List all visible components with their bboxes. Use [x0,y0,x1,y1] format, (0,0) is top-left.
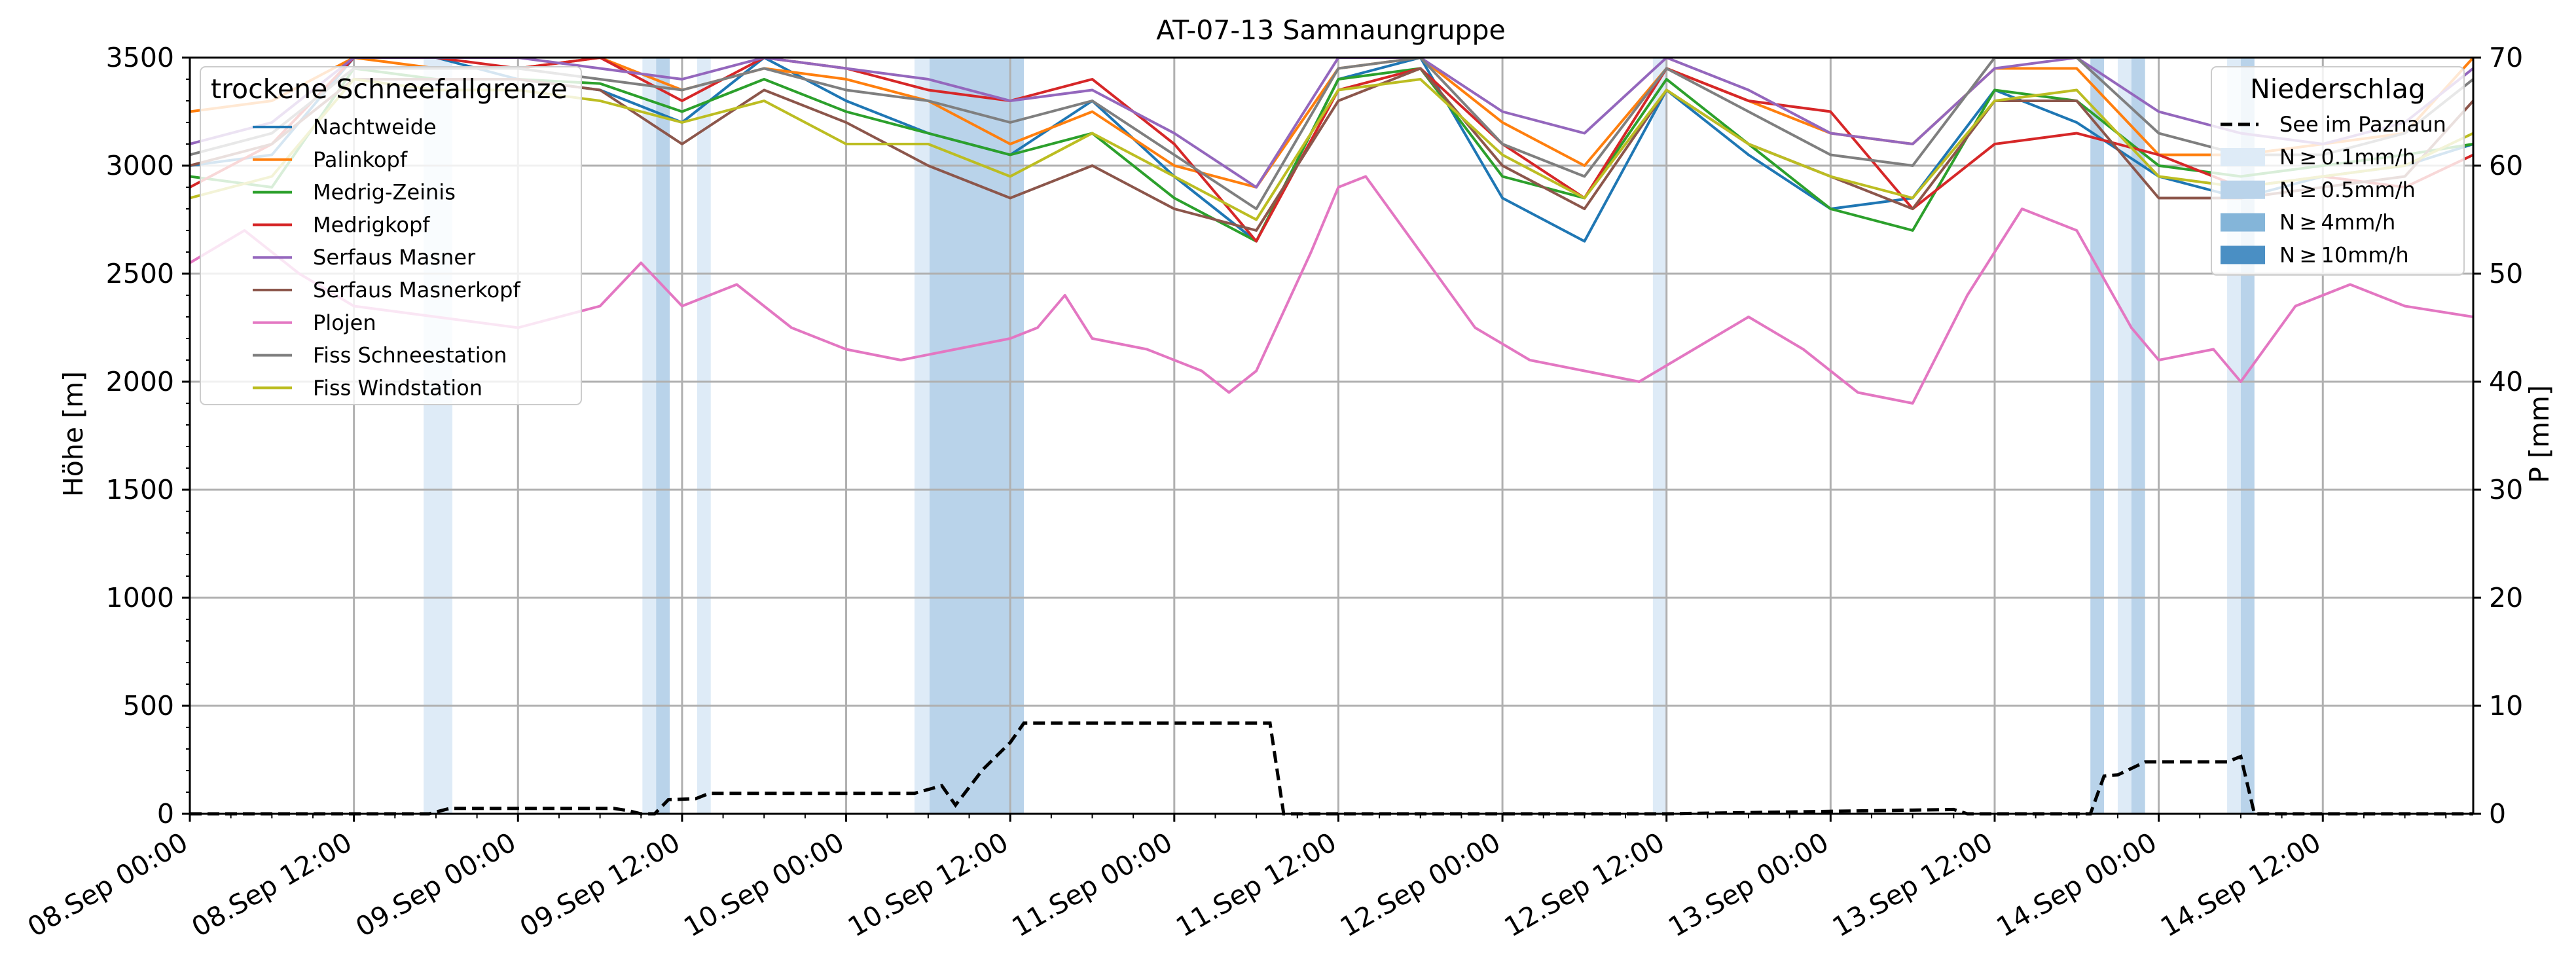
legend-precip-band-swatch-1 [2221,180,2265,199]
legend-precip-band-label-0: N ≥ 0.1mm/h [2279,145,2416,170]
y-right-tick-label-4: 40 [2489,366,2523,397]
y-left-tick-label-6: 3000 [106,150,174,181]
legend-snowfall-label-1: Palinkopf [313,147,408,172]
y-left-tick-label-3: 1500 [106,474,174,505]
precip-line [190,721,2473,816]
legend-snowfall-label-2: Medrig-Zeinis [313,180,456,205]
legend-snowfall-frame [200,66,582,405]
plot-frame [189,56,2475,815]
y-right-tick-label-1: 10 [2489,690,2523,721]
legend-snowfall-label-8: Fiss Windstation [313,375,482,400]
legend-snowfall-label-4: Serfaus Masner [313,245,476,270]
legend-precip-band-swatch-3 [2221,246,2265,265]
legend-precip-title: Niederschlag [2250,73,2425,105]
y-right-tick-label-6: 60 [2489,150,2523,181]
legend-precip-line-label: See im Paznaun [2279,112,2446,137]
precip-band-4 [914,58,930,814]
legend-snowfall-label-0: Nachtweide [313,115,437,139]
legend-precip-band-label-1: N ≥ 0.5mm/h [2279,177,2416,202]
precip-band-9 [2131,58,2145,814]
y-left-tick-label-5: 2500 [106,258,174,289]
precip-band-2 [656,58,670,814]
legend-precip-band-swatch-0 [2221,148,2265,166]
precip-series [190,721,2473,816]
y-left-tick-label-4: 2000 [106,366,174,397]
precip-band-1 [642,58,657,814]
legend-precip-band-swatch-2 [2221,213,2265,232]
legend-snowfall-label-6: Plojen [313,310,376,335]
y-left-tick-label-1: 500 [123,690,174,721]
legend-snowfall-label-3: Medrigkopf [313,212,430,237]
y-axis-right-label: P [mm] [2524,385,2555,483]
y-right-tick-label-7: 70 [2489,42,2523,73]
legend-precip-band-label-3: N ≥ 10mm/h [2279,242,2409,267]
y-left-tick-label-0: 0 [157,798,174,830]
legend-snowfall-title: trockene Schneefallgrenze [211,73,568,105]
legend-precip: Niederschlag See im Paznaun N ≥ 0.1mm/h N ≥… [2211,66,2465,276]
precip-band-7 [2090,58,2105,814]
y-right-tick-label-2: 20 [2489,582,2523,613]
legend-precip-band-label-2: N ≥ 4mm/h [2279,210,2395,235]
legend-snowfall: trockene Schneefallgrenze Nachtweide Palin… [200,66,582,405]
y-right-tick-label-5: 50 [2489,258,2523,289]
precip-band-8 [2117,58,2132,814]
y-right-tick-label-0: 0 [2489,798,2506,830]
legend-snowfall-label-5: Serfaus Masnerkopf [313,278,520,302]
series-line-4 [190,58,2473,189]
series-line-6 [190,175,2473,405]
chart-title: AT-07-13 Samnaungruppe [1156,14,1505,46]
y-axis-left-label: Höhe [m] [58,371,89,497]
y-right-tick-label-3: 30 [2489,474,2523,505]
legend-precip-frame [2211,66,2465,276]
legend-snowfall-label-7: Fiss Schneestation [313,343,507,368]
precip-band-3 [697,58,711,814]
y-left-tick-label-7: 3500 [106,42,174,73]
precip-band-6 [1652,58,1667,814]
y-left-tick-label-2: 1000 [106,582,174,613]
